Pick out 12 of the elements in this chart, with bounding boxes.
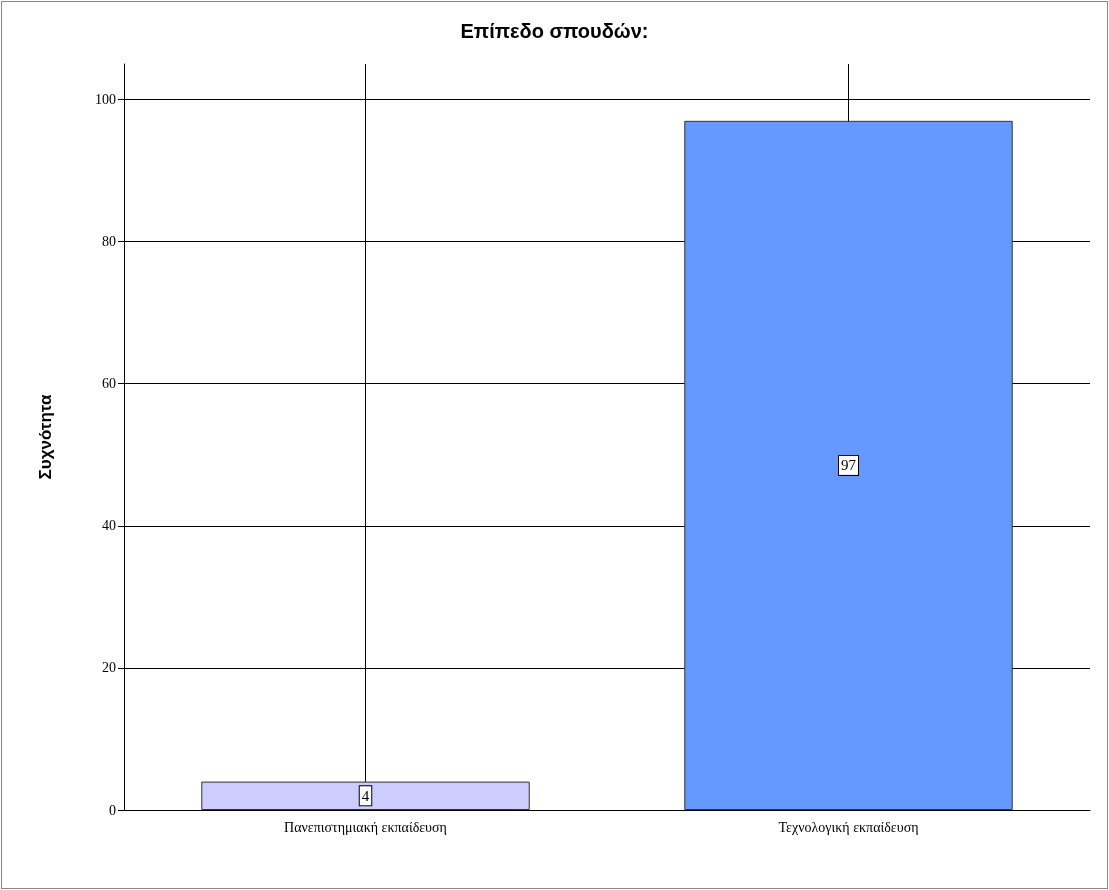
y-tick-label: 100 — [95, 92, 116, 108]
y-tick-label: 40 — [102, 518, 116, 534]
y-axis-title: Συχνότητα — [36, 394, 55, 480]
x-tick-label: Πανεπιστημιακή εκπαίδευση — [284, 819, 447, 835]
data-label: 4 — [361, 787, 370, 804]
y-tick-label: 80 — [102, 234, 116, 250]
data-label: 97 — [841, 457, 857, 474]
chart-title: Επίπεδο σπουδών: — [460, 20, 649, 42]
x-tick-label: Τεχνολογική εκπαίδευση — [778, 819, 919, 835]
y-tick-label: 0 — [109, 802, 116, 818]
y-tick-label: 60 — [102, 376, 116, 392]
y-tick-label: 20 — [102, 660, 116, 676]
